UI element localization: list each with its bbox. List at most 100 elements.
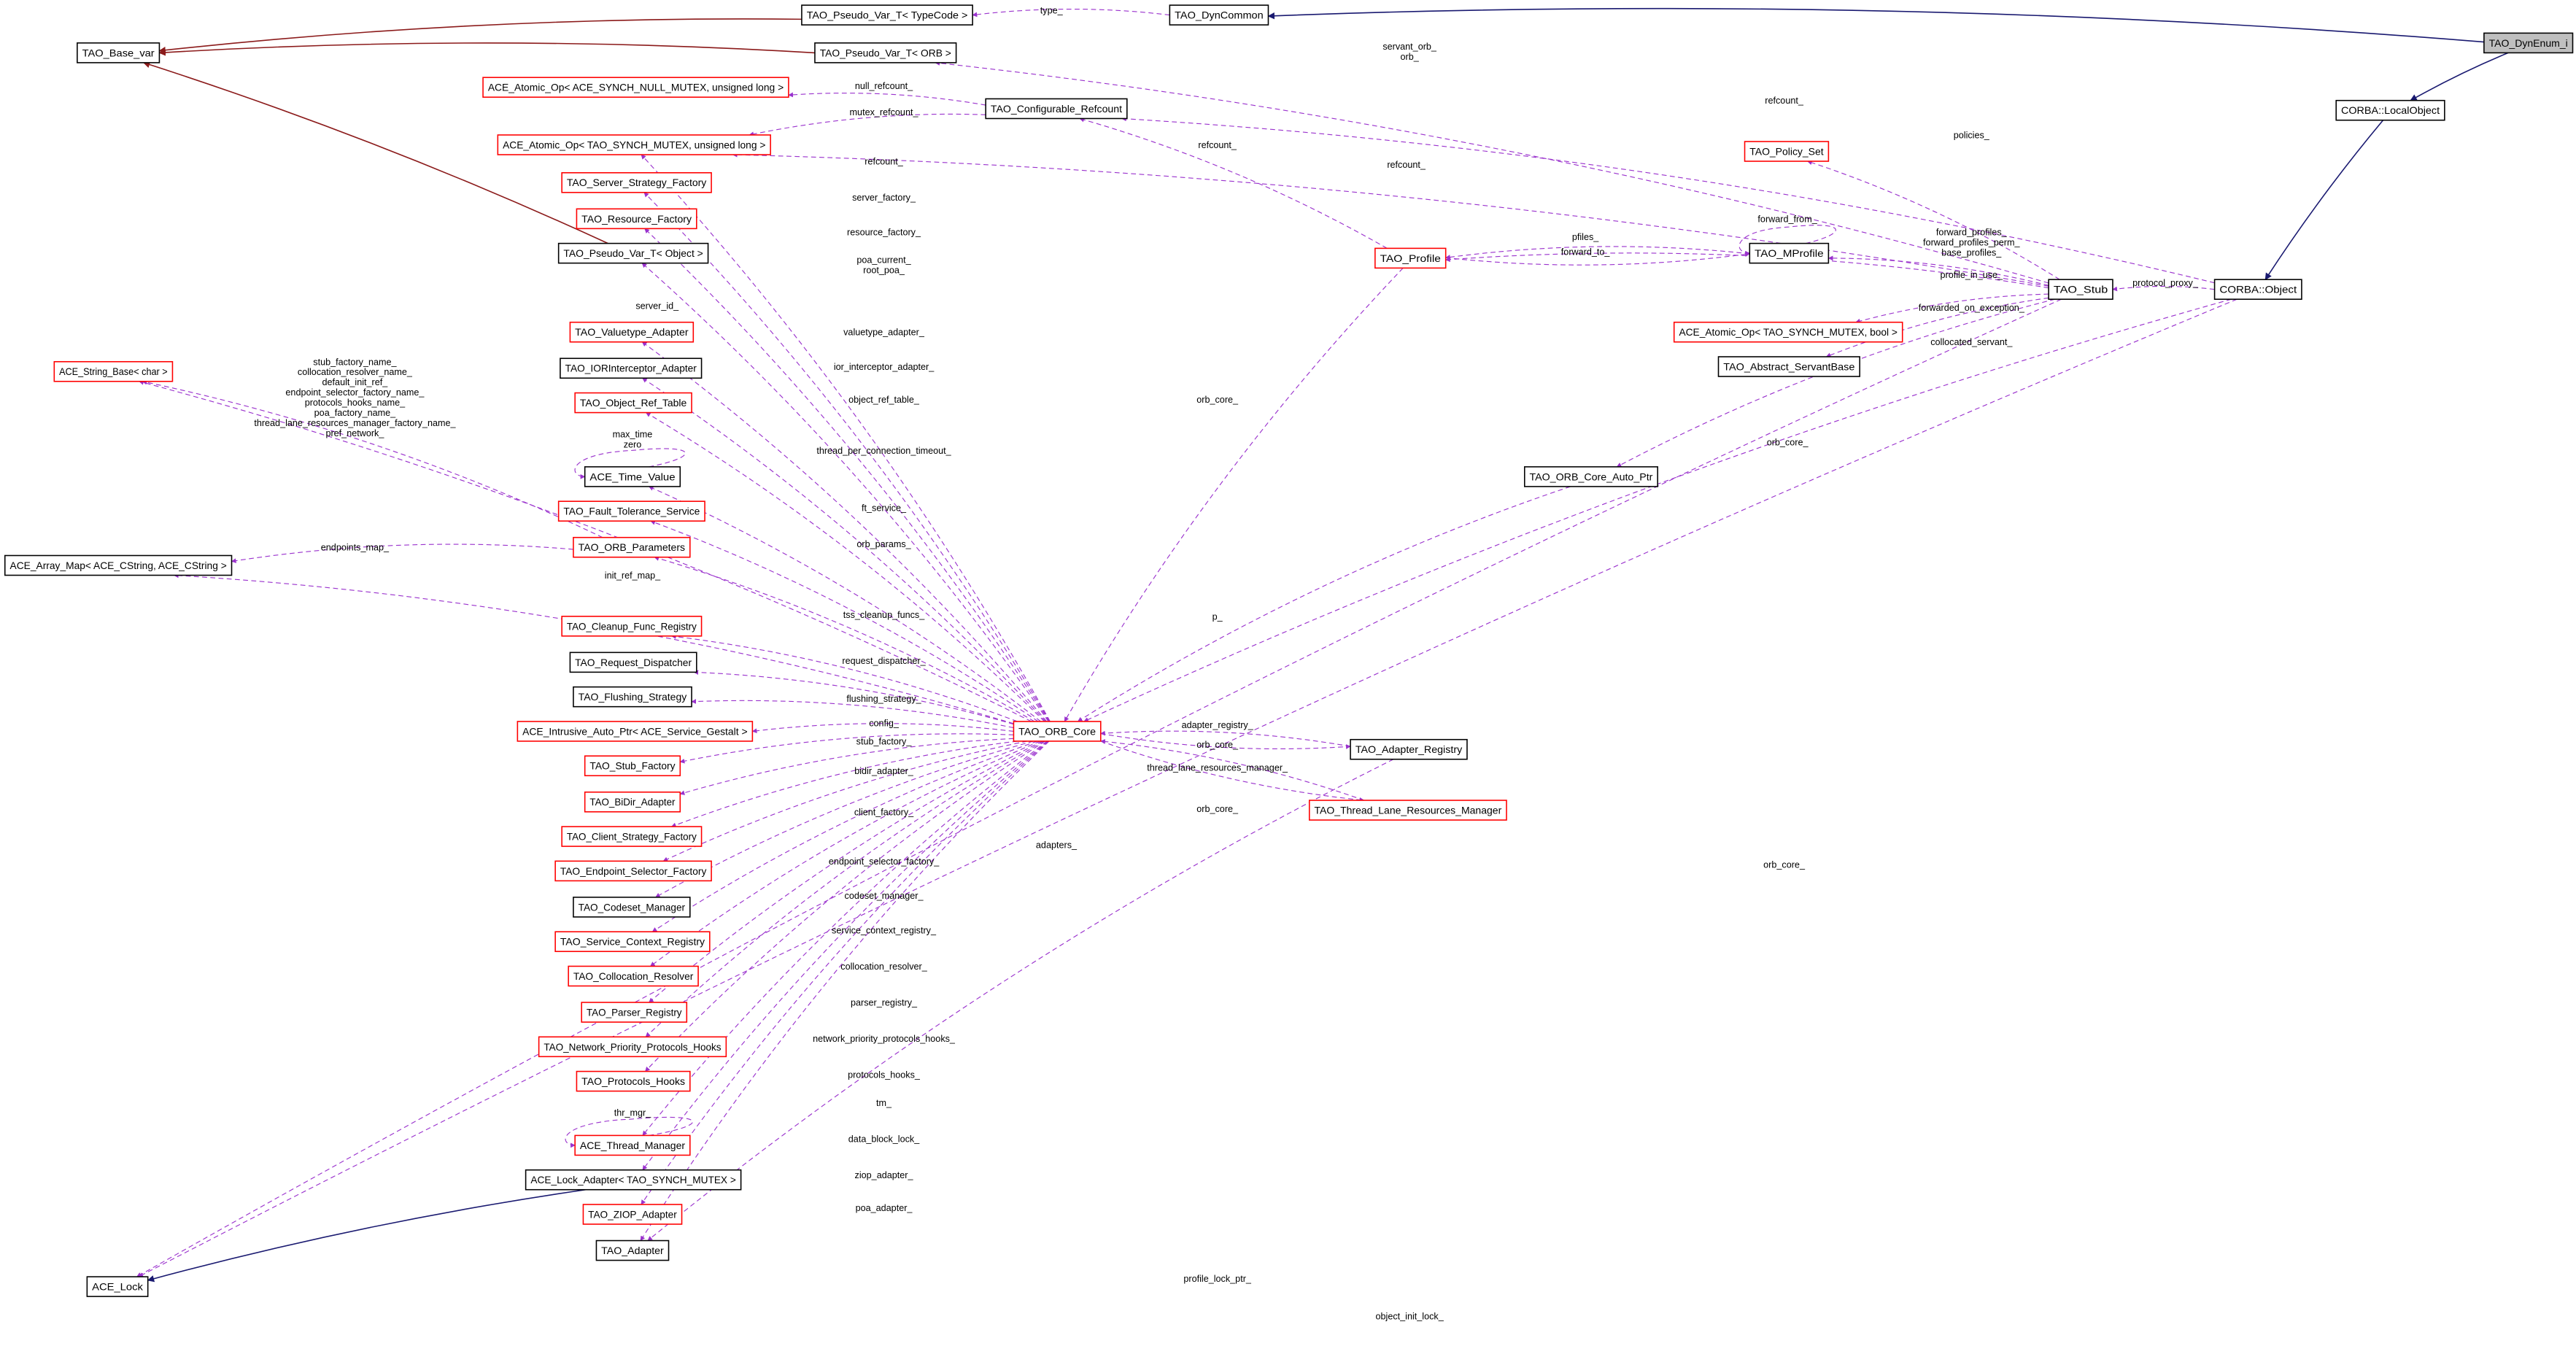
- class-box: [1673, 321, 1903, 343]
- class-node-dyncommon[interactable]: TAO_DynCommon: [1169, 4, 1269, 26]
- class-node-protocols-hooks[interactable]: TAO_Protocols_Hooks: [576, 1070, 691, 1092]
- class-box: [576, 208, 697, 230]
- usage-arrow: [1064, 268, 1404, 722]
- class-node-thread-manager[interactable]: ACE_Thread_Manager: [574, 1134, 691, 1156]
- class-node-resource-factory[interactable]: TAO_Resource_Factory: [576, 208, 697, 230]
- class-node-core-auto-ptr[interactable]: TAO_ORB_Core_Auto_Ptr: [1523, 466, 1658, 487]
- edge-orb-core-to-bidir: [679, 738, 1014, 795]
- class-node-base-var[interactable]: TAO_Base_var: [77, 42, 160, 63]
- edge-label: protocols_hooks_: [848, 1070, 921, 1080]
- class-name: CORBA::LocalObject: [2341, 104, 2440, 116]
- class-node-corba-object[interactable]: CORBA::Object: [2213, 279, 2302, 300]
- class-node-server-strategy[interactable]: TAO_Server_Strategy_Factory: [561, 172, 712, 193]
- edge-label-group: client_factory_: [854, 807, 914, 817]
- class-node-pvt-typecode[interactable]: TAO_Pseudo_Var_T< TypeCode >: [801, 4, 973, 26]
- usage-arrow: [1121, 116, 2215, 284]
- class-node-thread-lane[interactable]: TAO_Thread_Lane_Resources_Manager: [1308, 800, 1507, 821]
- edge-label-group: endpoints_map_: [321, 543, 390, 553]
- class-node-ziop[interactable]: TAO_ZIOP_Adapter: [582, 1204, 683, 1225]
- class-node-service-context[interactable]: TAO_Service_Context_Registry: [554, 931, 711, 952]
- edge-label-group: init_ref_map_: [605, 570, 661, 581]
- class-node-stub-factory[interactable]: TAO_Stub_Factory: [584, 755, 681, 777]
- class-node-endpoint-selector[interactable]: TAO_Endpoint_Selector_Factory: [554, 860, 712, 882]
- edge-label-group: mutex_refcount_: [850, 107, 919, 117]
- class-node-adapter-registry[interactable]: TAO_Adapter_Registry: [1350, 738, 1468, 760]
- class-node-orb-core[interactable]: TAO_ORB_Core: [1013, 721, 1102, 742]
- class-node-mprofile[interactable]: TAO_MProfile: [1749, 242, 1830, 264]
- edge-orb-core-to-string-base: [139, 380, 1032, 722]
- class-name: ACE_Atomic_Op< TAO_SYNCH_MUTEX, bool >: [1679, 326, 1898, 338]
- usage-arrow: [1445, 252, 2049, 289]
- edge-label-group: orb_core_: [1196, 740, 1239, 750]
- class-node-time-value[interactable]: ACE_Time_Value: [584, 466, 681, 487]
- edge-label: stub_factory_: [856, 736, 913, 746]
- class-name: TAO_Parser_Registry: [587, 1006, 682, 1018]
- edge-label: profile_lock_ptr_: [1183, 1274, 1252, 1284]
- edge-label-group: profile_in_use_: [1941, 270, 2004, 280]
- class-node-profile[interactable]: TAO_Profile: [1374, 247, 1447, 269]
- class-node-codeset[interactable]: TAO_Codeset_Manager: [573, 897, 691, 918]
- usage-arrow: [662, 740, 1028, 862]
- class-node-object-ref-table[interactable]: TAO_Object_Ref_Table: [574, 392, 692, 414]
- usage-arrow: [1100, 739, 1364, 801]
- class-box: [584, 466, 681, 487]
- edge-stub-to-ace-lock: [136, 298, 2062, 1277]
- edge-label: orb_core_: [1196, 740, 1239, 750]
- class-node-lock-adapter[interactable]: ACE_Lock_Adapter< TAO_SYNCH_MUTEX >: [525, 1169, 742, 1191]
- edge-label: root_poa_: [863, 266, 905, 276]
- usage-arrow: [574, 448, 686, 479]
- class-node-fault-tolerance[interactable]: TAO_Fault_Tolerance_Service: [557, 500, 705, 522]
- class-node-string-base[interactable]: ACE_String_Base< char >: [53, 360, 174, 382]
- edge-orb-core-to-lock-adapter: [642, 740, 1048, 1171]
- class-box: [86, 1276, 149, 1297]
- class-node-collocation[interactable]: TAO_Collocation_Resolver: [568, 965, 699, 987]
- edge-orb-core-to-service-context: [651, 740, 1038, 932]
- class-node-atomic-null[interactable]: ACE_Atomic_Op< ACE_SYNCH_NULL_MUTEX, uns…: [482, 77, 789, 98]
- class-node-parser[interactable]: TAO_Parser_Registry: [581, 1002, 688, 1023]
- class-node-cleanup[interactable]: TAO_Cleanup_Func_Registry: [561, 616, 703, 637]
- edge-label-group: pfiles_: [1572, 232, 1599, 242]
- edge-localobject-to-corba-object: [2264, 120, 2384, 280]
- class-node-atomic-bool[interactable]: ACE_Atomic_Op< TAO_SYNCH_MUTEX, bool >: [1673, 321, 1903, 343]
- class-node-bidir[interactable]: TAO_BiDir_Adapter: [584, 791, 681, 813]
- usage-arrow: [1100, 732, 1351, 750]
- class-node-intrusive[interactable]: ACE_Intrusive_Auto_Ptr< ACE_Service_Gest…: [517, 721, 754, 742]
- usage-arrow: [1738, 225, 1836, 256]
- class-node-client-strategy[interactable]: TAO_Client_Strategy_Factory: [561, 826, 703, 847]
- class-node-conf-refcount[interactable]: TAO_Configurable_Refcount: [985, 98, 1128, 120]
- edge-label: pfiles_: [1572, 232, 1599, 242]
- class-node-atomic-ul[interactable]: ACE_Atomic_Op< TAO_SYNCH_MUTEX, unsigned…: [497, 134, 771, 155]
- usage-arrow: [641, 263, 1049, 722]
- class-node-ace-lock[interactable]: ACE_Lock: [86, 1276, 149, 1297]
- class-node-servantbase[interactable]: TAO_Abstract_ServantBase: [1717, 356, 1860, 377]
- template-arrow: [158, 18, 802, 54]
- class-node-pvt-object[interactable]: TAO_Pseudo_Var_T< Object >: [557, 242, 709, 264]
- class-node-network-priority[interactable]: TAO_Network_Priority_Protocols_Hooks: [538, 1036, 727, 1058]
- edge-label-group: server_factory_: [852, 193, 916, 203]
- class-node-flushing[interactable]: TAO_Flushing_Strategy: [573, 686, 692, 708]
- class-node-localobject[interactable]: CORBA::LocalObject: [2335, 99, 2445, 121]
- nodes-layer: TAO_DynEnum_i TAO_Pseudo_Var_T< TypeCode …: [4, 4, 2574, 1297]
- class-box: [568, 965, 699, 987]
- class-node-policy-set[interactable]: TAO_Policy_Set: [1744, 141, 1830, 162]
- class-node-iorinterceptor[interactable]: TAO_IORInterceptor_Adapter: [560, 357, 703, 379]
- class-box: [53, 360, 174, 382]
- class-name: TAO_Endpoint_Selector_Factory: [560, 865, 706, 877]
- class-node-stub[interactable]: TAO_Stub: [2048, 279, 2113, 300]
- edge-label: policies_: [1954, 131, 1990, 141]
- class-node-adapter[interactable]: TAO_Adapter: [595, 1239, 670, 1261]
- class-box: [554, 931, 711, 952]
- class-node-dynenum[interactable]: TAO_DynEnum_i: [2483, 32, 2574, 54]
- class-node-orb-params[interactable]: TAO_ORB_Parameters: [573, 536, 691, 558]
- class-box: [1013, 721, 1102, 742]
- class-node-pvt-orb[interactable]: TAO_Pseudo_Var_T< ORB >: [814, 42, 957, 63]
- usage-arrow: [1616, 298, 2055, 468]
- edge-thread-lane-to-orb-core: [1100, 739, 1364, 801]
- class-box: [2483, 32, 2574, 54]
- class-node-array-map[interactable]: ACE_Array_Map< ACE_CString, ACE_CString …: [4, 554, 233, 576]
- edge-orb-params-to-string-base: [142, 379, 603, 538]
- edge-label: pref_network_: [325, 428, 384, 438]
- class-node-valuetype[interactable]: TAO_Valuetype_Adapter: [569, 321, 695, 343]
- edge-orb-core-to-codeset: [654, 740, 1034, 898]
- class-node-request-dispatcher[interactable]: TAO_Request_Dispatcher: [569, 651, 697, 673]
